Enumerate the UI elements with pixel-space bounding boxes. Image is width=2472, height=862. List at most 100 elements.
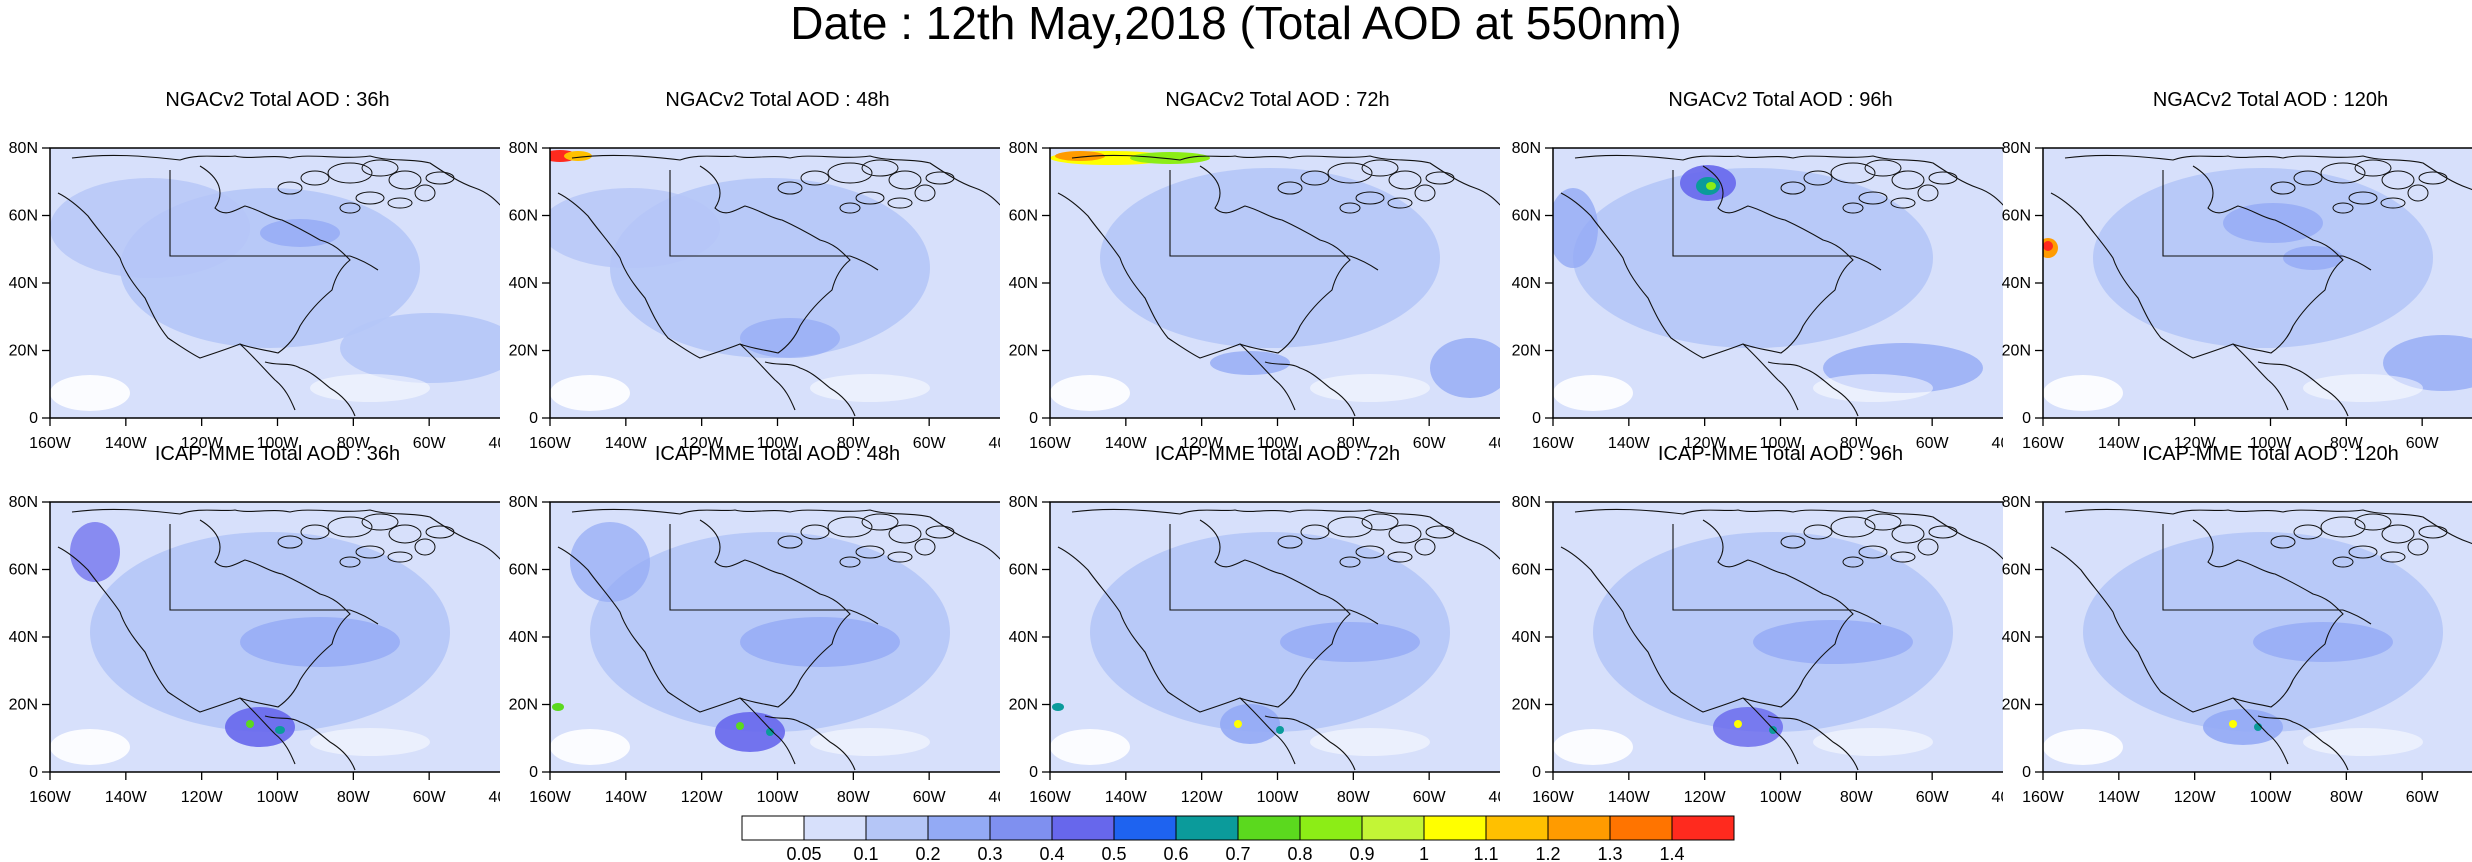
lon-tick-label: 100W [2250, 789, 2293, 802]
aod-map: 80N 60N 40N 20N 0 160W 140W 120W 100W 80W 60W 40W [1009, 494, 1500, 802]
lon-tick-label: 100W [757, 789, 800, 802]
lon-tick-label: 60W [413, 789, 447, 802]
lon-tick-label: 140W [1105, 435, 1148, 448]
lat-tick-label: 40N [2002, 629, 2031, 646]
lat-tick-label: 0 [1532, 410, 1541, 427]
lon-tick-label: 40W [1992, 789, 2003, 802]
lon-tick-label: 60W [1413, 435, 1447, 448]
lat-tick-label: 20N [1009, 697, 1038, 714]
panel-title: NGACv2 Total AOD : 48h [665, 89, 890, 111]
lat-tick-label: 60N [2002, 562, 2031, 579]
coastline [1560, 154, 2003, 417]
lat-tick-label: 80N [509, 494, 538, 511]
lon-tick-label: 100W [2250, 435, 2293, 448]
colorbar-swatch [1237, 815, 1301, 841]
lon-tick-label: 40W [989, 435, 1000, 448]
panel-title: NGACv2 Total AOD : 36h [165, 89, 390, 111]
lat-tick-label: 80N [509, 140, 538, 157]
panel-title: NGACv2 Total AOD : 72h [1165, 89, 1390, 111]
aod-map: 80N 60N 40N 20N 0 160W 140W 120W 100W 80W 60W 40W [509, 140, 1000, 448]
lat-tick-label: 20N [1512, 343, 1541, 360]
map-panel: ICAP-MME Total AOD : 120h 80N 60N 40N 20N 0 16… [1993, 442, 2472, 802]
colorbar-swatch [927, 815, 991, 841]
map-panel: NGACv2 Total AOD : 72h 80N 60N 40N 20N 0 160W 1… [1000, 88, 1500, 448]
colorbar-label: 1.2 [1535, 844, 1560, 862]
lon-tick-label: 80W [337, 435, 371, 448]
lat-tick-label: 80N [1512, 494, 1541, 511]
map-panel: ICAP-MME Total AOD : 96h 80N 60N 40N 20N 0 160… [1503, 442, 2003, 802]
colorbar-label: 0.3 [977, 844, 1002, 862]
lon-tick-label: 100W [257, 789, 300, 802]
lon-tick-label: 140W [605, 789, 648, 802]
lat-tick-label: 40N [1009, 629, 1038, 646]
colorbar-label: 1 [1419, 844, 1429, 862]
colorbar-swatch [1175, 815, 1239, 841]
map-panel: ICAP-MME Total AOD : 72h 80N 60N 40N 20N 0 160… [1000, 442, 1500, 802]
aod-map: 80N 60N 40N 20N 0 160W 140W 120W 100W 80W 60W 40W [9, 140, 500, 448]
lat-tick-label: 0 [29, 410, 38, 427]
lat-tick-label: 60N [509, 208, 538, 225]
lon-tick-label: 160W [2022, 435, 2065, 448]
lon-tick-label: 120W [681, 789, 724, 802]
lat-tick-label: 0 [2022, 410, 2031, 427]
panel-title: ICAP-MME Total AOD : 48h [654, 443, 901, 465]
map-panel: ICAP-MME Total AOD : 36h 80N 60N 40N 20N 0 160… [0, 442, 500, 802]
panel-title: ICAP-MME Total AOD : 96h [1657, 443, 1904, 465]
map-panel: NGACv2 Total AOD : 48h 80N 60N 40N 20N 0 160W 1… [500, 88, 1000, 448]
lon-tick-label: 140W [2098, 789, 2141, 802]
aod-map: 80N 60N 40N 20N 0 160W 140W 120W 100W 80W 60W 40W [1009, 140, 1500, 448]
lon-tick-label: 160W [529, 435, 572, 448]
lon-tick-label: 100W [1257, 789, 1300, 802]
lon-tick-label: 40W [489, 789, 500, 802]
lon-tick-label: 80W [837, 789, 871, 802]
aod-map: 80N 60N 40N 20N 0 160W 140W 120W 100W 80W 60W 40W [1512, 494, 2003, 802]
lat-tick-label: 60N [1009, 208, 1038, 225]
lon-tick-label: 140W [2098, 435, 2141, 448]
lat-tick-label: 20N [9, 343, 38, 360]
lat-tick-label: 40N [9, 629, 38, 646]
lon-tick-label: 140W [1105, 789, 1148, 802]
coastline [557, 508, 1000, 771]
colorbar-swatch [1361, 815, 1425, 841]
lon-tick-label: 60W [2406, 435, 2440, 448]
lat-tick-label: 80N [9, 494, 38, 511]
panel-title: ICAP-MME Total AOD : 120h [2142, 443, 2399, 465]
aod-map: 80N 60N 40N 20N 0 160W 140W 120W 100W 80W 60W 40W [1512, 140, 2003, 448]
colorbar-label: 0.4 [1039, 844, 1064, 862]
colorbar-label: 0.2 [915, 844, 940, 862]
lat-tick-label: 60N [1512, 562, 1541, 579]
lat-tick-label: 0 [529, 764, 538, 781]
map-panel: ICAP-MME Total AOD : 48h 80N 60N 40N 20N 0 160… [500, 442, 1000, 802]
aod-map: 80N 60N 40N 20N 0 160W 140W 120W 100W 80W 60W 40W [509, 494, 1000, 802]
lon-tick-label: 80W [2330, 435, 2364, 448]
lat-tick-label: 20N [2002, 697, 2031, 714]
coastline [2050, 154, 2472, 417]
lat-tick-label: 60N [2002, 208, 2031, 225]
lon-tick-label: 60W [413, 435, 447, 448]
lon-tick-label: 160W [1532, 435, 1575, 448]
lon-tick-label: 60W [1413, 789, 1447, 802]
lat-tick-label: 80N [1009, 140, 1038, 157]
lon-tick-label: 120W [2174, 789, 2217, 802]
colorbar-label: 0.7 [1225, 844, 1250, 862]
lat-tick-label: 60N [509, 562, 538, 579]
panel-title: ICAP-MME Total AOD : 36h [154, 443, 401, 465]
lon-tick-label: 40W [1489, 789, 1500, 802]
colorbar-swatch [1671, 815, 1735, 841]
lon-tick-label: 140W [605, 435, 648, 448]
lon-tick-label: 120W [681, 435, 724, 448]
map-panel: NGACv2 Total AOD : 120h 80N 60N 40N 20N 0 160W… [1993, 88, 2472, 448]
coastline [1057, 508, 1500, 771]
lon-tick-label: 120W [1181, 789, 1224, 802]
map-panel: NGACv2 Total AOD : 36h 80N 60N 40N 20N 0 160W 1… [0, 88, 500, 448]
colorbar-label: 1.3 [1597, 844, 1622, 862]
lat-tick-label: 60N [9, 562, 38, 579]
lon-tick-label: 140W [105, 789, 148, 802]
lon-tick-label: 120W [181, 435, 224, 448]
aod-map: 80N 60N 40N 20N 0 160W 140W 120W 100W 80W 60W 40W [9, 494, 500, 802]
colorbar-swatch [1299, 815, 1363, 841]
colorbar-label: 0.05 [786, 844, 821, 862]
lon-tick-label: 160W [29, 435, 72, 448]
lon-tick-label: 80W [1337, 789, 1371, 802]
colorbar-label: 0.1 [853, 844, 878, 862]
